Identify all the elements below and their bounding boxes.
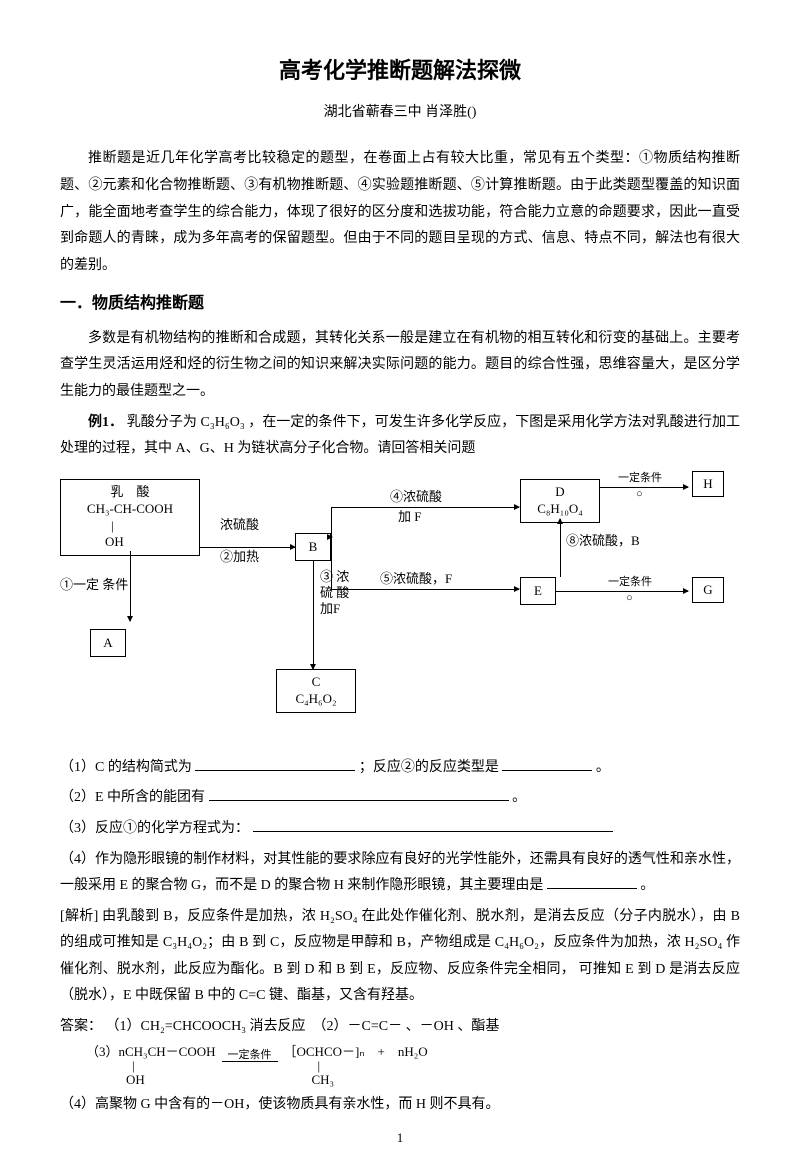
author-line: 湖北省蕲春三中 肖泽胜() bbox=[60, 100, 740, 127]
label-dh-o: ○ bbox=[636, 488, 643, 501]
eq3-right: ［OCHCO－]ₙ + nH₂O | CH₃ bbox=[284, 1045, 428, 1088]
question-4: （4）作为隐形眼镜的制作材料，对其性能的要求除应有良好的光学性能外，还需具有良好… bbox=[60, 847, 740, 900]
intro-paragraph: 推断题是近几年化学高考比较稳定的题型，在卷面上占有较大比重，常见有五个类型：①物… bbox=[60, 146, 740, 279]
lactate-line1: 乳 酸 bbox=[67, 484, 193, 501]
flow-diagram: 乳 酸 CH₃-CH-COOH | OH 浓硫酸 ②加热 B ①一定 条件 A … bbox=[60, 469, 740, 749]
q4-text: （4）作为隐形眼镜的制作材料，对其性能的要求除应有良好的光学性能外，还需具有良好… bbox=[60, 852, 740, 894]
line-b-down bbox=[331, 547, 332, 589]
box-c: C C₄H₆O₂ bbox=[276, 669, 356, 713]
label-heat: ②加热 bbox=[220, 549, 259, 565]
eq3-left-bot: OH bbox=[86, 1072, 145, 1087]
box-g: G bbox=[692, 577, 724, 603]
example-1-text: 乳酸分子为 C₃H₆O₃ ，在一定的条件下，可发生许多化学反应，下图是采用化学方… bbox=[60, 415, 740, 457]
label-8: ⑧浓硫酸，B bbox=[566, 533, 640, 549]
box-d: D C₈H₁₀O₄ bbox=[520, 479, 600, 523]
q2-text: （2）E 中所含的能团有 bbox=[60, 790, 205, 805]
q1-tail: 。 bbox=[596, 760, 610, 775]
lactate-line3: | bbox=[67, 518, 193, 535]
section-1-paragraph: 多数是有机物结构的推断和合成题，其转化关系一般是建立在有机物的相互转化和衍变的基… bbox=[60, 326, 740, 406]
q4-tail: 。 bbox=[640, 878, 654, 893]
q1-text: （1）C 的结构简式为 bbox=[60, 760, 192, 775]
eq3-right-mid: | bbox=[284, 1058, 321, 1073]
example-1: 例1． 乳酸分子为 C₃H₆O₃ ，在一定的条件下，可发生许多化学反应，下图是采… bbox=[60, 410, 740, 463]
q2-blank bbox=[209, 786, 509, 801]
answer-4: （4）高聚物 G 中含有的－OH，使该物质具有亲水性，而 H 则不具有。 bbox=[60, 1092, 740, 1119]
q1-blank1 bbox=[195, 756, 355, 771]
arrow-lactate-a bbox=[130, 551, 131, 621]
label-dh-cond: 一定条件 bbox=[618, 472, 662, 485]
eq3-left: （3）nCH₃CH－COOH | OH bbox=[86, 1045, 216, 1088]
question-2: （2）E 中所含的能团有 。 bbox=[60, 785, 740, 812]
q1-blank2 bbox=[502, 756, 592, 771]
arrow-b-c bbox=[313, 561, 314, 669]
question-3: （3）反应①的化学方程式为： bbox=[60, 816, 740, 843]
eq3-right-top: ［OCHCO－]ₙ + nH₂O bbox=[284, 1044, 428, 1059]
arrow-b-e bbox=[331, 589, 519, 590]
answer-3-equation: （3）nCH₃CH－COOH | OH 一定条件 ［OCHCO－]ₙ + nH₂… bbox=[86, 1045, 740, 1088]
q3-text: （3）反应①的化学方程式为： bbox=[60, 821, 249, 836]
c-line2: C₄H₆O₂ bbox=[283, 691, 349, 708]
label-eg-cond: 一定条件 bbox=[608, 576, 652, 589]
arrow-e-d bbox=[560, 519, 561, 577]
label-5: ⑤浓硫酸，F bbox=[380, 571, 452, 587]
line-b-up bbox=[331, 507, 332, 547]
arrow-b-d bbox=[331, 507, 519, 508]
d-line2: C₈H₁₀O₄ bbox=[527, 501, 593, 518]
answer-line1: 答案： （1）CH₂=CHCOOCH₃ 消去反应 （2）－C=C－ 、－OH 、… bbox=[60, 1014, 740, 1041]
q3-blank bbox=[253, 817, 613, 832]
q1-text2: ；反应②的反应类型是 bbox=[359, 760, 499, 775]
label-eg-o: ○ bbox=[626, 592, 633, 605]
answer-label: 答案： bbox=[60, 1019, 102, 1034]
c-line1: C bbox=[283, 674, 349, 691]
arrow-lactate-b bbox=[200, 547, 295, 548]
question-1: （1）C 的结构简式为 ；反应②的反应类型是 。 bbox=[60, 755, 740, 782]
answer-1-2: （1）CH₂=CHCOOCH₃ 消去反应 （2）－C=C－ 、－OH 、酯基 bbox=[106, 1019, 500, 1034]
label-3c: 加F bbox=[320, 601, 340, 617]
box-e: E bbox=[520, 577, 556, 605]
label-cond1: ①一定 条件 bbox=[60, 577, 128, 593]
label-3b: 硫 酸 bbox=[320, 585, 349, 601]
arrow-e-g bbox=[556, 591, 688, 592]
label-4b: 加 F bbox=[398, 509, 421, 525]
eq3-left-mid: | bbox=[86, 1058, 135, 1073]
page-number: 1 bbox=[60, 1126, 740, 1151]
box-lactate: 乳 酸 CH₃-CH-COOH | OH bbox=[60, 479, 200, 557]
lactate-line4: OH bbox=[67, 534, 193, 551]
q4-blank bbox=[547, 874, 637, 889]
analysis: [解析] 由乳酸到 B，反应条件是加热，浓 H₂SO₄ 在此处作催化剂、脱水剂，… bbox=[60, 904, 740, 1010]
label-3a: ③ 浓 bbox=[320, 569, 349, 585]
d-line1: D bbox=[527, 484, 593, 501]
lactate-line2: CH₃-CH-COOH bbox=[67, 501, 193, 518]
label-conc: 浓硫酸 bbox=[220, 517, 259, 533]
arrow-d-h bbox=[600, 487, 688, 488]
page-title: 高考化学推断题解法探微 bbox=[60, 50, 740, 92]
example-1-label: 例1． bbox=[88, 415, 123, 430]
label-4a: ④浓硫酸 bbox=[390, 489, 442, 505]
box-h: H bbox=[692, 471, 724, 497]
eq3-cond: 一定条件 bbox=[222, 1049, 278, 1062]
box-a: A bbox=[90, 629, 126, 657]
eq3-right-bot: CH₃ bbox=[284, 1072, 335, 1087]
box-b: B bbox=[295, 533, 331, 561]
eq3-left-top: （3）nCH₃CH－COOH bbox=[86, 1044, 216, 1059]
section-1-heading: 一．物质结构推断题 bbox=[60, 289, 740, 319]
q2-tail: 。 bbox=[512, 790, 526, 805]
eq3-arrow: 一定条件 bbox=[222, 1047, 278, 1076]
